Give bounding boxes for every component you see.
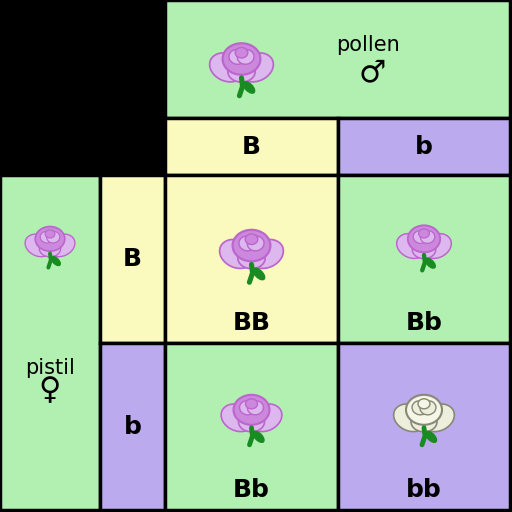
Ellipse shape <box>420 231 435 243</box>
Bar <box>338 343 510 510</box>
Ellipse shape <box>253 431 264 442</box>
Text: B: B <box>242 135 261 159</box>
Ellipse shape <box>228 61 255 82</box>
Ellipse shape <box>40 231 53 243</box>
Ellipse shape <box>209 53 244 82</box>
Ellipse shape <box>245 234 258 245</box>
Ellipse shape <box>422 233 451 259</box>
Ellipse shape <box>25 234 52 257</box>
Bar <box>338 175 510 343</box>
Bar <box>0 0 165 175</box>
Bar <box>338 118 510 175</box>
Ellipse shape <box>418 399 430 409</box>
Text: ♀: ♀ <box>39 376 61 405</box>
Ellipse shape <box>220 240 254 268</box>
Ellipse shape <box>413 231 428 243</box>
Text: BB: BB <box>232 311 270 335</box>
Bar <box>0 118 165 175</box>
Ellipse shape <box>240 401 255 415</box>
Ellipse shape <box>239 53 273 82</box>
Ellipse shape <box>232 230 270 261</box>
Ellipse shape <box>249 404 282 432</box>
Ellipse shape <box>419 229 430 238</box>
Ellipse shape <box>247 236 264 251</box>
Bar <box>165 0 510 118</box>
Ellipse shape <box>253 268 265 280</box>
Text: bb: bb <box>406 478 442 502</box>
Ellipse shape <box>245 399 258 409</box>
Ellipse shape <box>422 404 454 432</box>
Bar <box>100 175 165 343</box>
Bar <box>165 118 338 175</box>
Ellipse shape <box>238 248 265 269</box>
Text: B: B <box>123 247 142 271</box>
Text: pistil: pistil <box>25 357 75 377</box>
Ellipse shape <box>397 233 426 259</box>
Text: Bb: Bb <box>233 478 270 502</box>
Ellipse shape <box>51 257 60 266</box>
Ellipse shape <box>425 431 437 442</box>
Ellipse shape <box>39 241 60 257</box>
Ellipse shape <box>239 236 255 251</box>
Ellipse shape <box>408 225 440 252</box>
Ellipse shape <box>221 404 254 432</box>
Text: pollen: pollen <box>336 35 399 55</box>
Ellipse shape <box>249 240 283 268</box>
Ellipse shape <box>247 401 264 415</box>
Text: b: b <box>415 135 433 159</box>
Ellipse shape <box>47 231 60 243</box>
Ellipse shape <box>235 48 248 58</box>
Bar <box>165 343 338 510</box>
Text: ♂: ♂ <box>359 58 386 88</box>
Ellipse shape <box>243 81 254 93</box>
Ellipse shape <box>412 401 428 415</box>
Ellipse shape <box>35 226 65 251</box>
Bar <box>100 343 165 510</box>
Ellipse shape <box>394 404 426 432</box>
Text: Bb: Bb <box>406 311 442 335</box>
Ellipse shape <box>420 401 436 415</box>
Ellipse shape <box>233 395 269 425</box>
Ellipse shape <box>412 241 436 259</box>
Text: b: b <box>123 415 141 438</box>
Ellipse shape <box>406 395 442 425</box>
Ellipse shape <box>411 412 437 432</box>
Ellipse shape <box>239 412 265 432</box>
Ellipse shape <box>48 234 75 257</box>
Bar <box>0 175 100 510</box>
Ellipse shape <box>45 230 55 238</box>
Ellipse shape <box>223 43 261 75</box>
Ellipse shape <box>238 50 254 65</box>
Bar <box>165 175 338 343</box>
Ellipse shape <box>425 258 435 268</box>
Ellipse shape <box>229 50 246 65</box>
